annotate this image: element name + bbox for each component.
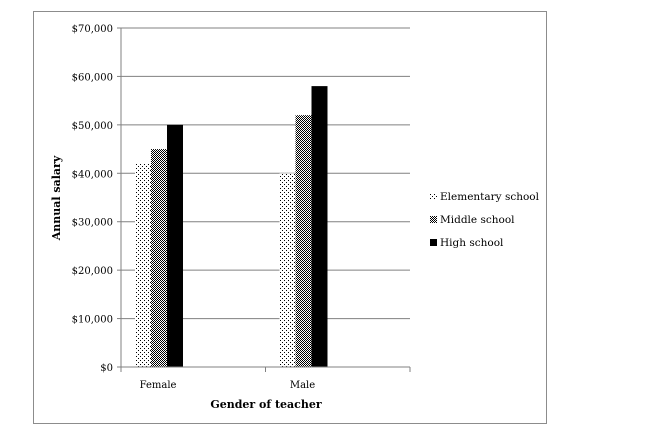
tick-labels: $0 $10,000 $20,000 $30,000 $40,000 $50,000 $60… [72, 24, 316, 391]
y-tick-label: $0 [100, 363, 113, 374]
axes [117, 27, 411, 372]
y-tick-label: $70,000 [72, 24, 113, 35]
legend-swatch [430, 216, 437, 223]
y-axis-title: Annual salary [50, 155, 63, 241]
y-tick-label: $10,000 [72, 315, 113, 326]
y-tick-label: $30,000 [72, 218, 113, 229]
legend-label: Elementary school [440, 191, 540, 203]
x-tick-label: Male [290, 380, 315, 391]
x-axis-title: Gender of teacher [210, 398, 322, 411]
bar-middle-school-female [151, 149, 167, 367]
y-tick-label: $50,000 [72, 121, 113, 132]
y-tick-label: $40,000 [72, 169, 113, 180]
legend: Elementary school Middle school High schoo… [430, 191, 540, 249]
legend-swatch [430, 239, 437, 246]
bar-elementary-school-female [135, 163, 151, 367]
legend-swatch [430, 193, 437, 200]
y-tick-label: $60,000 [72, 72, 113, 83]
legend-label: High school [440, 237, 504, 249]
bar-elementary-school-male [279, 173, 296, 367]
legend-label: Middle school [440, 214, 515, 226]
bar-high-school-male [311, 86, 328, 367]
x-tick-label: Female [140, 380, 177, 391]
y-tick-label: $20,000 [72, 266, 113, 277]
bar-middle-school-male [295, 115, 312, 368]
bars [135, 86, 328, 368]
bar-high-school-female [167, 124, 183, 367]
